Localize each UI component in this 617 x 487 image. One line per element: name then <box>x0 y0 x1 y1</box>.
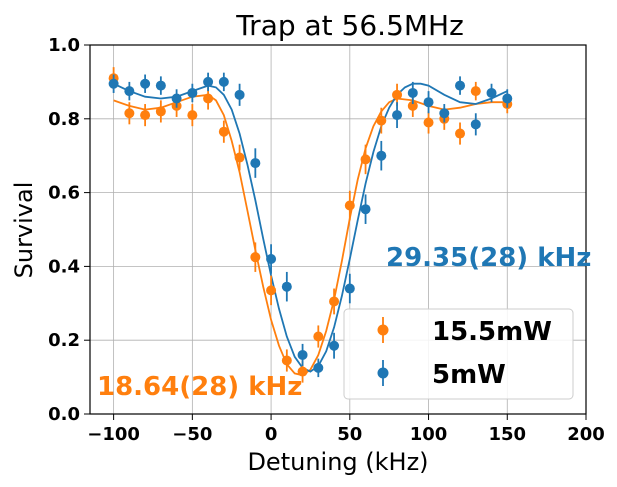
data-point-orange <box>423 117 434 128</box>
data-point-orange <box>376 115 387 126</box>
data-point-blue <box>439 108 450 119</box>
data-point-blue <box>360 204 371 215</box>
legend-label-blue: 5mW <box>432 360 506 390</box>
data-point-blue <box>470 119 481 130</box>
data-point-blue <box>171 93 182 104</box>
y-tick-label: 0.4 <box>48 256 80 277</box>
data-point-orange <box>250 252 261 263</box>
data-point-blue <box>455 80 466 91</box>
data-point-blue <box>108 78 119 89</box>
data-point-orange <box>203 93 214 104</box>
data-point-orange <box>140 110 151 121</box>
data-point-blue <box>281 281 292 292</box>
chart-title: Trap at 56.5MHz <box>235 9 464 42</box>
y-axis-label: Survival <box>10 182 38 279</box>
legend-label-orange: 15.5mW <box>432 317 552 347</box>
data-point-blue <box>313 362 324 373</box>
data-point-orange <box>392 89 403 100</box>
y-tick-label: 0.8 <box>48 109 80 130</box>
data-point-blue <box>392 110 403 121</box>
y-axis-ticks: 0.0 0.2 0.4 0.6 0.8 1.0 <box>48 35 90 425</box>
data-point-orange <box>218 126 229 137</box>
x-tick-label: 200 <box>567 424 605 445</box>
x-tick-label: 0 <box>265 424 278 445</box>
x-tick-label: 100 <box>410 424 448 445</box>
data-point-orange <box>155 106 166 117</box>
data-points <box>108 67 513 383</box>
data-point-blue <box>423 97 434 108</box>
data-point-blue <box>203 76 214 87</box>
data-point-orange <box>313 331 324 342</box>
data-point-orange <box>187 110 198 121</box>
data-point-orange <box>407 100 418 111</box>
x-tick-label: 150 <box>488 424 526 445</box>
x-tick-label: 50 <box>337 424 362 445</box>
annotation-orange-width: 18.64(28) kHz <box>97 372 302 402</box>
data-point-blue <box>234 89 245 100</box>
y-tick-label: 0.6 <box>48 183 80 204</box>
y-tick-label: 1.0 <box>48 35 80 56</box>
data-point-orange <box>360 154 371 165</box>
data-point-orange <box>329 296 340 307</box>
legend: 15.5mW 5mW <box>343 308 574 400</box>
data-point-blue <box>502 93 513 104</box>
data-point-blue <box>329 340 340 351</box>
data-point-orange <box>234 152 245 163</box>
data-point-blue <box>250 158 261 169</box>
data-point-blue <box>187 87 198 98</box>
data-point-blue <box>218 76 229 87</box>
legend-box <box>343 308 574 400</box>
y-tick-label: 0.0 <box>48 404 80 425</box>
x-tick-label: −50 <box>172 424 212 445</box>
legend-marker-orange <box>377 317 389 343</box>
data-point-blue <box>266 254 277 265</box>
data-point-blue <box>124 86 135 97</box>
data-point-blue <box>297 349 308 360</box>
x-axis-label: Detuning (kHz) <box>247 448 428 476</box>
data-point-orange <box>470 86 481 97</box>
x-tick-label: −100 <box>87 424 140 445</box>
data-point-blue <box>407 87 418 98</box>
legend-marker-blue <box>377 360 389 386</box>
data-point-orange <box>266 285 277 296</box>
data-point-orange <box>281 355 292 366</box>
data-point-orange <box>124 108 135 119</box>
data-point-blue <box>486 87 497 98</box>
data-point-orange <box>297 366 308 377</box>
data-point-blue <box>344 283 355 294</box>
annotation-blue-width: 29.35(28) kHz <box>386 243 591 273</box>
data-point-blue <box>155 80 166 91</box>
y-tick-label: 0.2 <box>48 330 80 351</box>
data-point-blue <box>376 150 387 161</box>
data-point-blue <box>140 78 151 89</box>
plot-frame <box>89 44 587 415</box>
data-point-orange <box>344 200 355 211</box>
x-axis-ticks: −100 −50 0 50 100 150 200 <box>87 414 605 445</box>
data-point-orange <box>455 128 466 139</box>
